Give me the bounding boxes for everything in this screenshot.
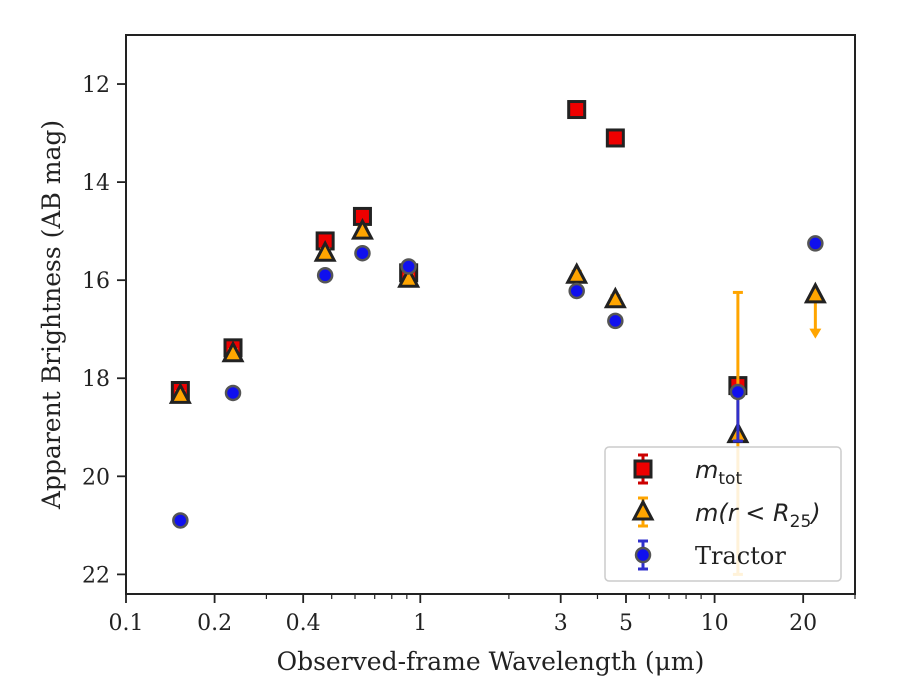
square-point <box>567 100 587 120</box>
legend-triangle-marker <box>631 498 655 521</box>
plot-marks <box>168 100 827 576</box>
triangle-point <box>397 265 421 288</box>
x-tick-label: 3 <box>554 611 568 636</box>
y-tick-label: 20 <box>82 465 110 490</box>
circle-point <box>607 312 624 330</box>
y-tick-label: 16 <box>82 269 110 294</box>
triangle-point <box>803 281 827 304</box>
x-tick-label: 10 <box>701 611 729 636</box>
legend-circle-marker <box>634 546 652 564</box>
x-axis-ticks: 0.1 0.2 0.4 1 3 5 10 20 <box>109 594 817 636</box>
circle-point <box>568 282 585 300</box>
circle-point <box>316 267 334 284</box>
y-axis-label: Apparent Brightness (AB mag) <box>37 120 66 510</box>
x-axis-label: Observed-frame Wavelength (μm) <box>277 647 705 676</box>
y-tick-label: 22 <box>82 563 110 588</box>
x-tick-label: 5 <box>619 611 633 636</box>
square-point <box>605 128 625 148</box>
triangle-point <box>313 240 337 262</box>
y-tick-label: 12 <box>82 73 110 98</box>
x-tick-label: 0.2 <box>197 611 232 636</box>
plot-frame <box>125 34 856 595</box>
y-tick-label: 18 <box>82 367 110 392</box>
y-tick-label: 14 <box>82 171 110 196</box>
x-tick-label: 0.1 <box>109 611 144 636</box>
legend-square-marker <box>633 459 653 479</box>
legend-label: Tractor <box>695 542 786 570</box>
upper-limit-arrow-head <box>809 328 822 339</box>
circle-point <box>354 244 371 262</box>
y-axis-ticks: 12 14 16 18 20 22 <box>82 73 126 588</box>
legend: mtot m(r < R25) Tractor <box>604 446 842 582</box>
legend-label: mtot <box>695 456 742 489</box>
circle-point <box>172 512 189 529</box>
x-tick-label: 0.4 <box>286 611 321 636</box>
legend-label: m(r < R25) <box>695 499 821 532</box>
circle-point <box>400 258 417 275</box>
triangle-point <box>168 382 192 404</box>
circle-point <box>224 384 242 402</box>
triangle-point <box>350 217 374 240</box>
legend-box <box>604 446 842 582</box>
triangle-point <box>603 286 627 309</box>
x-tick-label: 20 <box>789 611 817 636</box>
circle-point <box>807 235 824 252</box>
triangle-point <box>565 262 589 284</box>
x-tick-label: 1 <box>413 611 427 636</box>
triangle-point <box>221 340 245 363</box>
circle-point <box>729 383 747 401</box>
